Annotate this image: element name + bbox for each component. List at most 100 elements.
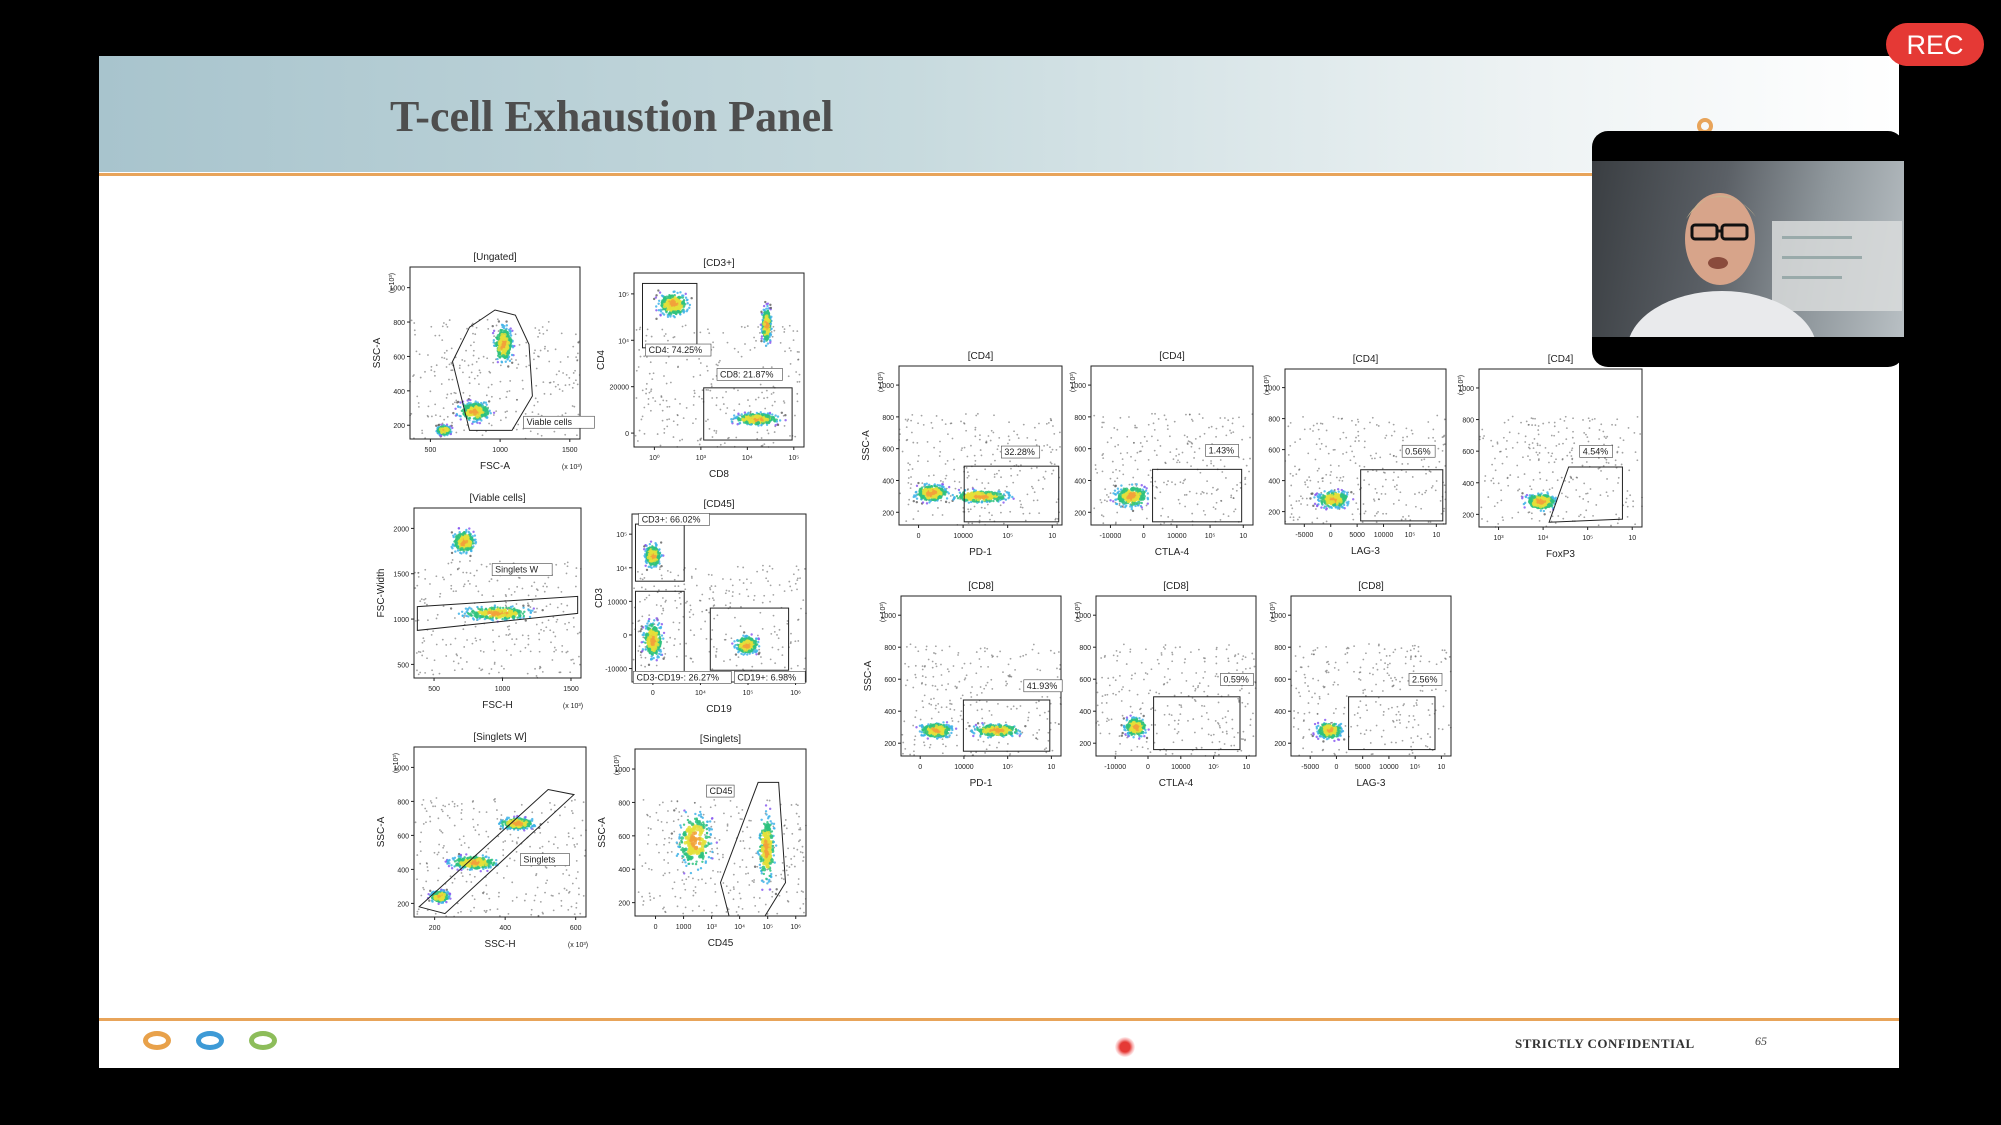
y-scale-label: (x 10³): [878, 372, 885, 392]
plot-header: [CD8]: [1163, 581, 1189, 592]
y-scale-label: (x 10³): [1070, 372, 1077, 392]
recording-badge: REC: [1886, 23, 1984, 66]
header-divider: [99, 173, 1899, 176]
plot-frame: [634, 748, 807, 917]
y-tick-label: 800: [882, 415, 894, 422]
y-tick-label: 400: [884, 709, 896, 716]
y-tick-label: 1000: [878, 383, 894, 390]
gate-label: 1.43%: [1209, 445, 1235, 455]
x-tick-label: 10: [1048, 533, 1056, 540]
gate: [451, 309, 533, 431]
x-tick-label: 10: [1438, 764, 1446, 771]
gate-label-box: [520, 853, 570, 866]
x-tick-label: 10: [1243, 764, 1251, 771]
y-tick-label: 400: [618, 867, 630, 874]
x-tick-label: 10⁴: [734, 924, 745, 931]
presenter-camera-overlay[interactable]: [1592, 131, 1904, 367]
y-tick-label: 600: [618, 834, 630, 841]
gate-label-box: [491, 563, 553, 576]
y-tick-label: 200: [884, 741, 896, 748]
y-tick-label: 1000: [1458, 386, 1474, 393]
y-tick-label: 200: [393, 423, 405, 430]
gate-label: 2.56%: [1412, 674, 1438, 684]
x-tick-label: 10⁰: [649, 454, 660, 462]
gate-label-box: [1001, 445, 1041, 459]
plot-frame: [1284, 368, 1447, 525]
gate-label: CD4: 74.25%: [649, 345, 703, 355]
footer-logo-ring-green: [249, 1031, 277, 1050]
plot-events: [898, 412, 1061, 526]
gate-label: 4.54%: [1583, 446, 1609, 456]
x-tick-label: 10: [1048, 764, 1056, 771]
flow-plot: [Viable cells] FSC-H FSC-Width (x 10³) 2000 1…: [376, 493, 583, 711]
x-axis-label: PD-1: [970, 778, 993, 789]
plot-frame: [1095, 595, 1257, 757]
x-tick-label: 10⁵: [1582, 535, 1593, 542]
y-tick-label: 800: [393, 320, 405, 327]
x-axis-label: CD8: [709, 469, 729, 480]
gate-label: CD3-CD19-: 26.27%: [636, 672, 719, 682]
y-tick-label: 800: [1268, 417, 1280, 424]
plot-frame: [1478, 368, 1643, 528]
x-tick-label: 10³: [1493, 535, 1504, 542]
x-tick-label: -10000: [1100, 533, 1122, 540]
gate-label: CD3+: 66.02%: [642, 514, 701, 524]
confidentiality-notice: STRICTLY CONFIDENTIAL: [1515, 1036, 1695, 1051]
y-tick-label: 800: [1074, 415, 1086, 422]
x-tick-label: 10000: [1167, 533, 1187, 540]
plot-header: [CD8]: [1358, 581, 1384, 592]
y-tick-label: 10⁵: [616, 532, 627, 539]
y-tick-label: 200: [1074, 510, 1086, 517]
y-tick-label: 200: [1274, 741, 1286, 748]
gate: [418, 788, 576, 915]
y-tick-label: 1000: [1075, 613, 1091, 620]
x-axis-label: CTLA-4: [1159, 778, 1194, 789]
x-axis-label: CTLA-4: [1155, 547, 1190, 558]
y-tick-label: 800: [1079, 645, 1091, 652]
x-tick-label: 0: [917, 533, 921, 540]
x-axis-label: FoxP3: [1546, 549, 1575, 560]
y-tick-label: 600: [1268, 448, 1280, 455]
y-tick-label: 10⁴: [616, 566, 627, 573]
plot-header: [CD4]: [1159, 351, 1185, 362]
y-tick-label: 1000: [393, 765, 409, 772]
plot-header: [Singlets]: [700, 734, 741, 745]
x-scale-label: (x 10³): [562, 464, 582, 471]
y-tick-label: 0: [625, 431, 629, 438]
y-tick-label: 400: [1079, 709, 1091, 716]
y-tick-label: 800: [618, 800, 630, 807]
flow-plot: [CD8] LAG-3 (x 10³)1000 800 600 400 200 -5000 0 5…: [1270, 581, 1452, 789]
gate-label-box: [716, 368, 783, 381]
x-axis-label: LAG-3: [1357, 778, 1386, 789]
gate-label-box: [1220, 673, 1254, 686]
gate: [1360, 469, 1444, 522]
x-axis-label: CD19: [706, 704, 732, 715]
gate-label: 32.28%: [1004, 447, 1035, 457]
y-tick-label: 200: [1079, 741, 1091, 748]
y-tick-label: 600: [882, 447, 894, 454]
x-tick-label: 1000: [676, 924, 692, 931]
gate: [709, 607, 790, 671]
y-tick-label: 1000: [393, 617, 409, 624]
plot-frame: [413, 746, 587, 918]
x-tick-label: 10000: [953, 533, 973, 540]
x-tick-label: 0: [1329, 532, 1333, 539]
gate-label-box: [523, 415, 595, 429]
presenter-figure-icon: [1627, 193, 1902, 367]
gate-label: 41.93%: [1027, 681, 1058, 691]
gate: [416, 595, 579, 631]
y-scale-label: (x 10³): [1075, 602, 1082, 622]
gate: [1348, 696, 1436, 751]
gate-label: CD45: [710, 786, 733, 796]
plot-frame: [900, 595, 1062, 757]
y-tick-label: 2000: [393, 526, 409, 533]
plot-events: [1093, 412, 1254, 526]
plot-header: [CD45]: [703, 499, 734, 510]
y-tick-label: 600: [1074, 447, 1086, 454]
y-axis-label: SSC-A: [372, 337, 383, 368]
y-tick-label: 600: [1274, 677, 1286, 684]
y-tick-label: 0: [623, 633, 627, 640]
flow-plot: [CD3+] CD8 CD4 10⁵ 10⁴ 20000 0 10⁰ 10³ 10⁴ 10⁵ CD4:…: [596, 258, 805, 480]
